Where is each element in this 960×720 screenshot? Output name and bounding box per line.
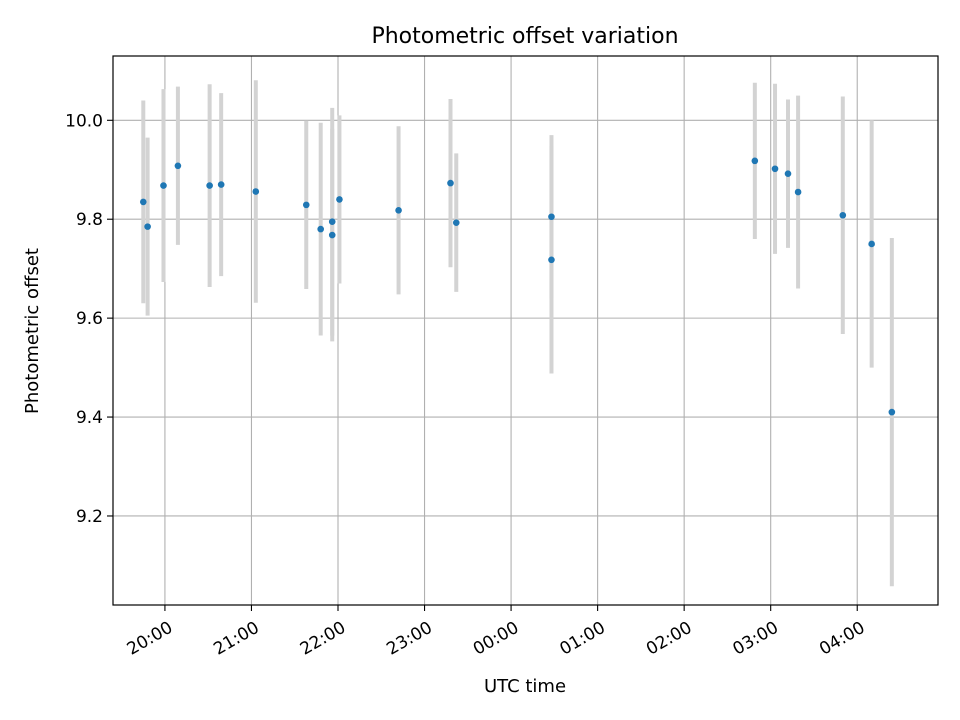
data-point xyxy=(328,218,336,225)
data-point xyxy=(548,213,555,221)
data-point xyxy=(252,188,260,195)
data-point xyxy=(839,211,847,219)
data-point xyxy=(868,240,875,248)
y-tick-label: 9.8 xyxy=(76,210,103,230)
data-point xyxy=(751,157,759,165)
data-point xyxy=(548,256,555,264)
data-point xyxy=(217,181,225,188)
data-point xyxy=(447,179,454,187)
data-point xyxy=(794,188,802,196)
data-point xyxy=(452,219,460,226)
data-point xyxy=(888,408,896,416)
data-points xyxy=(139,157,896,416)
data-point xyxy=(174,162,182,170)
data-point xyxy=(328,231,336,239)
data-point xyxy=(160,182,167,189)
y-tick-label: 9.6 xyxy=(76,309,103,329)
data-point xyxy=(139,198,147,206)
data-point xyxy=(784,170,792,178)
x-axis-label: UTC time xyxy=(484,676,566,697)
data-point xyxy=(336,196,343,203)
data-point xyxy=(317,225,324,233)
plot-frame xyxy=(112,55,939,606)
y-tick-label: 9.2 xyxy=(76,507,103,527)
data-point xyxy=(395,207,402,214)
y-axis-label: Photometric offset xyxy=(22,248,43,414)
chart-title: Photometric offset variation xyxy=(371,24,678,49)
y-axis-ticks: 9.2 9.4 9.6 9.8 10.0 xyxy=(65,111,113,527)
y-tick-label: 10.0 xyxy=(65,111,103,131)
data-point xyxy=(144,223,151,230)
data-point xyxy=(206,182,213,189)
y-tick-label: 9.4 xyxy=(76,408,103,428)
data-point xyxy=(302,201,310,209)
data-point xyxy=(771,165,779,173)
